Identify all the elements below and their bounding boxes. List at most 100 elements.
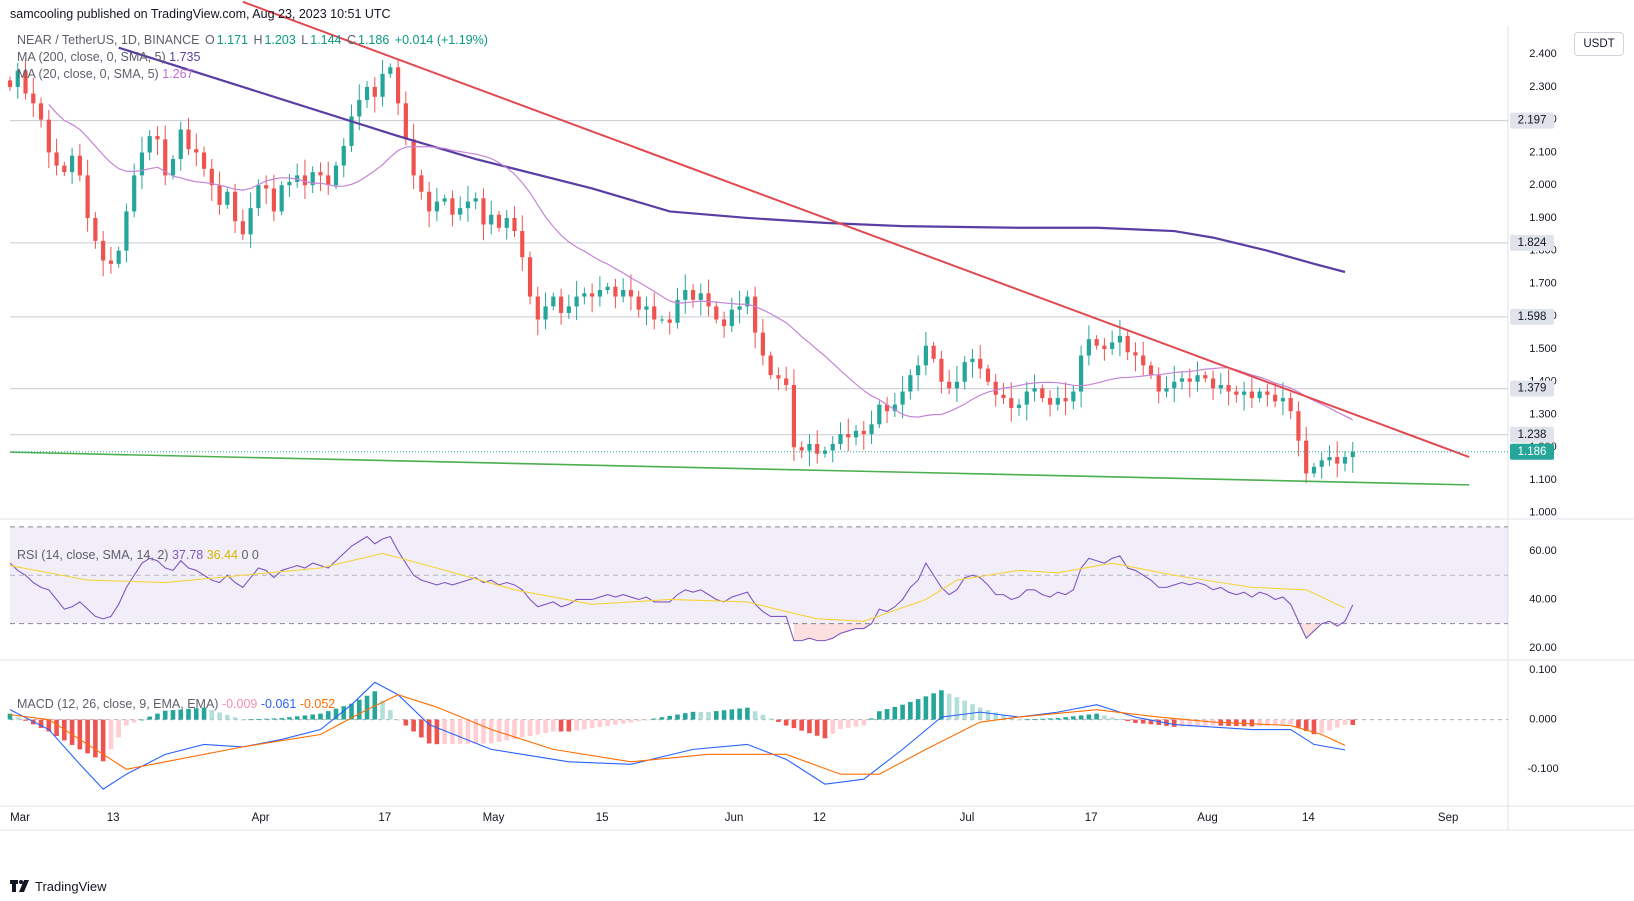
- macd-histogram-bar[interactable]: [201, 707, 207, 720]
- candle[interactable]: [923, 345, 928, 366]
- candle[interactable]: [551, 296, 556, 307]
- candle[interactable]: [527, 257, 533, 297]
- level-price-tag[interactable]: [1510, 234, 1554, 251]
- candle[interactable]: [714, 306, 719, 320]
- candle[interactable]: [535, 296, 540, 320]
- macd-histogram-bar[interactable]: [915, 699, 921, 720]
- candle[interactable]: [947, 381, 952, 389]
- macd-histogram-bar[interactable]: [1086, 714, 1092, 720]
- candle[interactable]: [574, 296, 579, 307]
- candle[interactable]: [333, 165, 339, 186]
- macd-histogram-bar[interactable]: [1016, 719, 1022, 721]
- macd-histogram-bar[interactable]: [442, 719, 447, 745]
- candle[interactable]: [512, 217, 517, 232]
- candle[interactable]: [970, 358, 975, 363]
- macd-histogram-bar[interactable]: [551, 719, 556, 732]
- candle[interactable]: [170, 159, 176, 176]
- candle[interactable]: [877, 404, 882, 425]
- macd-histogram-bar[interactable]: [760, 714, 766, 720]
- candle[interactable]: [341, 145, 346, 166]
- candle[interactable]: [1342, 457, 1348, 464]
- candle[interactable]: [815, 443, 820, 454]
- candle[interactable]: [1001, 394, 1006, 399]
- macd-histogram-bar[interactable]: [667, 715, 673, 720]
- candle[interactable]: [1304, 440, 1309, 474]
- candle[interactable]: [232, 191, 238, 222]
- macd-histogram-bar[interactable]: [23, 719, 28, 721]
- macd-histogram-bar[interactable]: [574, 719, 579, 731]
- macd-histogram-bar[interactable]: [1040, 718, 1045, 720]
- macd-histogram-bar[interactable]: [651, 718, 657, 720]
- candle[interactable]: [1319, 460, 1324, 467]
- candle[interactable]: [1288, 398, 1293, 412]
- candle[interactable]: [861, 430, 866, 435]
- candle[interactable]: [1249, 391, 1254, 399]
- macd-histogram-bar[interactable]: [884, 709, 890, 720]
- macd-histogram-bar[interactable]: [15, 717, 21, 720]
- macd-histogram-bar[interactable]: [170, 710, 176, 720]
- macd-histogram-bar[interactable]: [1102, 715, 1107, 720]
- chart-overlays[interactable]: [9, 0, 1508, 486]
- candle[interactable]: [908, 375, 913, 392]
- candle[interactable]: [194, 149, 199, 153]
- macd-histogram-bar[interactable]: [1249, 719, 1255, 727]
- candle[interactable]: [900, 391, 905, 405]
- candle[interactable]: [504, 217, 509, 228]
- macd-histogram-bar[interactable]: [209, 710, 215, 720]
- candle[interactable]: [15, 70, 20, 87]
- macd-histogram-bar[interactable]: [139, 719, 145, 721]
- candle[interactable]: [458, 208, 463, 215]
- candle[interactable]: [690, 290, 696, 300]
- candle[interactable]: [93, 217, 98, 241]
- candle[interactable]: [302, 175, 308, 186]
- candle[interactable]: [939, 358, 944, 382]
- macd-histogram-bar[interactable]: [946, 693, 952, 720]
- macd-histogram-bar[interactable]: [162, 710, 168, 720]
- macd-histogram-bar[interactable]: [333, 708, 339, 720]
- candle[interactable]: [279, 185, 284, 212]
- candle[interactable]: [248, 208, 253, 235]
- macd-histogram-bar[interactable]: [240, 719, 246, 721]
- candle[interactable]: [884, 404, 890, 412]
- last-price-tag[interactable]: [1510, 443, 1554, 460]
- candle[interactable]: [1024, 391, 1029, 405]
- macd-histogram-bar[interactable]: [85, 719, 90, 754]
- candle[interactable]: [1156, 375, 1161, 392]
- macd-histogram-bar[interactable]: [178, 709, 184, 720]
- macd-histogram-bar[interactable]: [225, 714, 230, 720]
- candle[interactable]: [54, 152, 59, 166]
- candle[interactable]: [791, 384, 797, 448]
- macd-histogram-bar[interactable]: [1148, 719, 1154, 725]
- macd-histogram-bar[interactable]: [791, 719, 797, 729]
- macd-histogram-bar[interactable]: [100, 719, 106, 762]
- level-price-tag[interactable]: [1510, 426, 1554, 443]
- macd-histogram-bar[interactable]: [923, 696, 929, 720]
- macd-histogram-bar[interactable]: [93, 719, 98, 758]
- macd-histogram-bar[interactable]: [1288, 719, 1293, 725]
- candle[interactable]: [954, 381, 960, 389]
- macd-histogram-bar[interactable]: [628, 719, 634, 723]
- candle[interactable]: [768, 355, 773, 376]
- candle[interactable]: [132, 175, 137, 212]
- macd-histogram-bar[interactable]: [861, 719, 867, 726]
- macd-histogram-bar[interactable]: [1187, 719, 1193, 727]
- macd-line[interactable]: [9, 681, 1346, 790]
- candle[interactable]: [683, 290, 688, 300]
- macd-histogram-bar[interactable]: [799, 719, 804, 731]
- candle[interactable]: [1187, 378, 1192, 382]
- candle[interactable]: [434, 201, 439, 212]
- rsi-ma-line[interactable]: [9, 552, 1346, 622]
- macd-histogram-bar[interactable]: [356, 699, 362, 720]
- macd-histogram-bar[interactable]: [426, 719, 432, 744]
- macd-histogram-bar[interactable]: [589, 719, 595, 729]
- macd-histogram-bar[interactable]: [1265, 719, 1270, 726]
- candle[interactable]: [496, 214, 502, 228]
- macd-histogram-bar[interactable]: [1156, 719, 1162, 725]
- falling-resistance-trendline[interactable]: [242, 0, 1470, 458]
- candle[interactable]: [209, 168, 214, 186]
- candle[interactable]: [38, 103, 44, 120]
- macd-histogram-bar[interactable]: [675, 714, 680, 720]
- macd-histogram-bar[interactable]: [1125, 719, 1130, 722]
- macd-histogram-bar[interactable]: [496, 719, 502, 742]
